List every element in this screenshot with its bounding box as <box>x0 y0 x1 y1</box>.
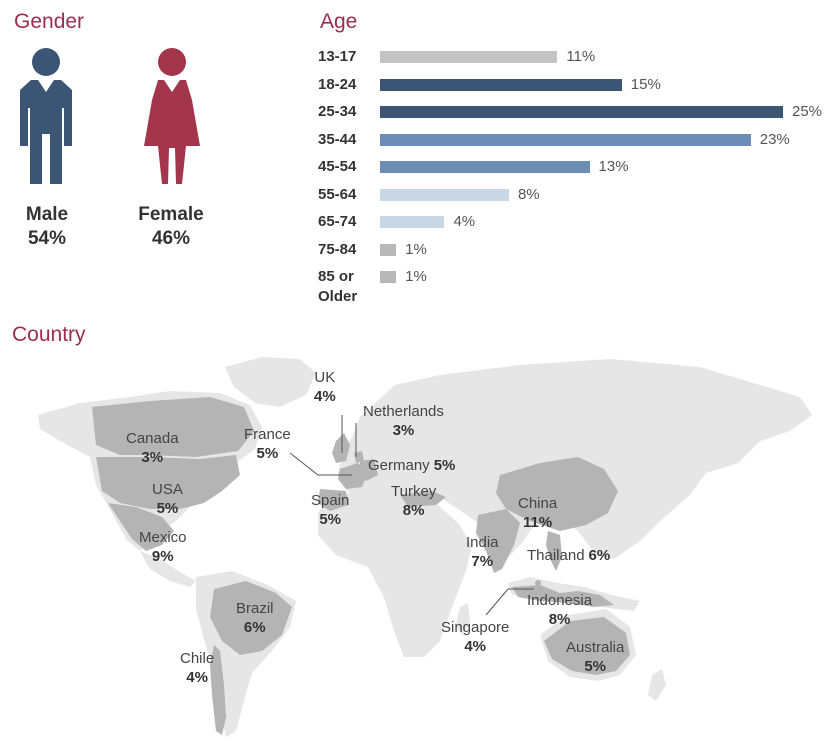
france-value: 5% <box>256 445 279 462</box>
world-map <box>38 357 812 737</box>
map-label-china: China 11% <box>518 494 557 532</box>
indonesia-name: Indonesia <box>527 592 593 609</box>
brazil-name: Brazil <box>236 600 274 617</box>
age-bar-3 <box>380 133 751 146</box>
chile-name: Chile <box>180 650 215 667</box>
age-value-1: 15% <box>630 75 661 93</box>
age-bar-4 <box>380 161 590 173</box>
highlighted-countries <box>92 397 630 735</box>
australia-value: 5% <box>584 658 607 675</box>
map-label-canada: Canada 3% <box>126 429 179 467</box>
china-value: 11% <box>523 514 553 531</box>
map-label-spain: Spain 5% <box>311 491 349 529</box>
map-label-netherlands: Netherlands 3% <box>363 402 444 440</box>
female-percent: 46% <box>151 228 191 249</box>
age-title: Age <box>320 10 358 33</box>
male-percent: 54% <box>27 228 67 249</box>
age-value-8: 1% <box>405 268 427 285</box>
map-label-thailand: Thailand 6% <box>527 546 610 565</box>
age-label-3: 35-44 <box>318 130 357 148</box>
male-category: Male <box>25 204 69 225</box>
age-bar-2 <box>380 106 783 118</box>
spain-name: Spain <box>311 492 350 509</box>
age-value-4: 13% <box>598 158 629 175</box>
mexico-value: 9% <box>151 548 174 565</box>
age-label-5: 55-64 <box>318 185 357 203</box>
map-label-france: France 5% <box>244 425 291 463</box>
uk-name: UK <box>314 369 336 386</box>
age-label-7: 75-84 <box>318 240 357 258</box>
age-bar-1 <box>380 78 622 91</box>
map-label-chile: Chile 4% <box>180 649 214 687</box>
male-label: Male 54% <box>0 203 102 251</box>
canada-value: 3% <box>141 449 164 466</box>
age-value-3: 23% <box>759 130 790 148</box>
australia-name: Australia <box>566 639 625 656</box>
age-value-5: 8% <box>517 185 540 203</box>
map-label-singapore: Singapore 4% <box>441 618 509 656</box>
map-label-usa: USA 5% <box>152 480 183 518</box>
brazil-value: 6% <box>243 619 266 636</box>
spain-value: 5% <box>319 511 342 528</box>
germany-name: Germany <box>368 457 430 474</box>
age-bar-8 <box>380 271 397 283</box>
age-value-7: 1% <box>405 240 427 258</box>
usa-value: 5% <box>156 500 179 517</box>
map-label-germany: Germany 5% <box>368 456 455 475</box>
map-label-australia: Australia 5% <box>566 638 624 676</box>
age-value-6: 4% <box>453 213 476 230</box>
uk-value: 4% <box>314 388 336 405</box>
china-name: China <box>518 495 558 512</box>
map-label-indonesia: Indonesia 8% <box>527 591 592 629</box>
gender-title: Gender <box>14 10 85 33</box>
mexico-name: Mexico <box>139 529 187 546</box>
canada-name: Canada <box>126 430 179 447</box>
chile-value: 4% <box>186 669 208 686</box>
netherlands-name: Netherlands <box>363 403 444 420</box>
age-bar-0 <box>380 51 558 63</box>
turkey-name: Turkey <box>391 483 437 500</box>
india-name: India <box>466 534 499 551</box>
map-label-mexico: Mexico 9% <box>139 528 187 566</box>
age-bar-6 <box>380 216 445 228</box>
country-title: Country <box>12 323 86 346</box>
singapore-value: 4% <box>464 638 487 655</box>
singapore-name: Singapore <box>441 619 510 636</box>
thailand-value: 6% <box>588 547 611 564</box>
netherlands-value: 3% <box>392 422 415 439</box>
age-label-4: 45-54 <box>318 158 357 175</box>
age-bar-7 <box>380 243 397 256</box>
male-figure-icon <box>20 48 72 184</box>
india-value: 7% <box>471 553 494 570</box>
age-value-0: 11% <box>566 48 596 65</box>
age-label-6: 65-74 <box>318 213 357 230</box>
age-label-0: 13-17 <box>318 48 357 65</box>
female-figure-icon <box>144 48 200 184</box>
map-label-brazil: Brazil 6% <box>236 599 274 637</box>
map-label-india: India 7% <box>466 533 499 571</box>
map-label-turkey: Turkey 8% <box>391 482 436 520</box>
age-bar-5 <box>380 188 509 201</box>
germany-value: 5% <box>433 457 456 474</box>
usa-name: USA <box>152 481 183 498</box>
age-value-2: 25% <box>792 103 823 120</box>
map-label-uk: UK 4% <box>314 368 336 406</box>
female-label: Female 46% <box>116 203 226 251</box>
thailand-name: Thailand <box>527 547 585 564</box>
age-label-2: 25-34 <box>318 103 357 120</box>
france-name: France <box>244 426 291 443</box>
turkey-value: 8% <box>402 502 425 519</box>
female-category: Female <box>138 204 204 225</box>
age-label-1: 18-24 <box>318 75 357 93</box>
age-label-8: 85 or Older <box>318 268 358 305</box>
leader-lines <box>289 415 534 616</box>
indonesia-value: 8% <box>548 611 571 628</box>
